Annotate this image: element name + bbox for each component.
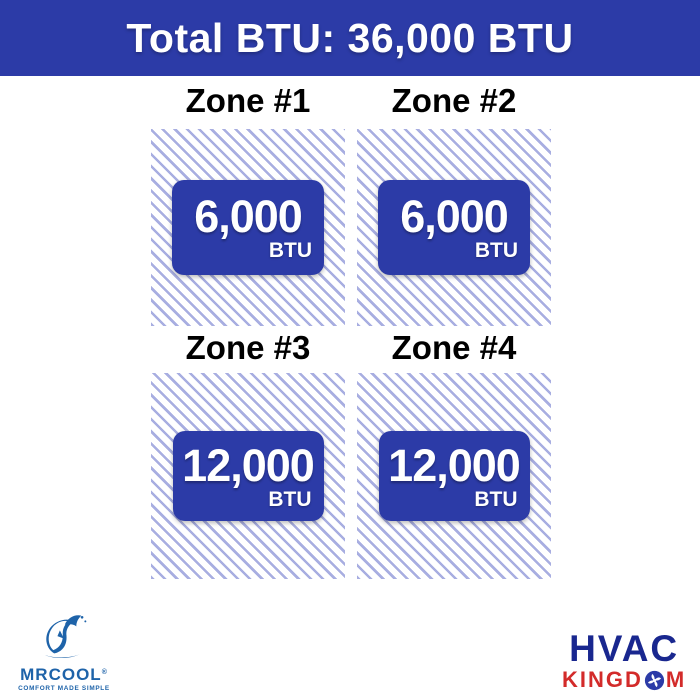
zone2-btu-unit: BTU [474, 239, 518, 262]
zone2-title: Zone #2 [391, 82, 517, 119]
zone2-hatch-area: 6,000 BTU [357, 129, 551, 326]
zone1-btu-value: 6,000 [194, 191, 303, 242]
zone4-btu-value: 12,000 [388, 439, 521, 491]
fan-icon [644, 670, 665, 690]
zone2-btu-value: 6,000 [400, 191, 509, 242]
mrcool-wordmark: MRCOOL® [20, 666, 108, 683]
zone1-btu-unit: BTU [268, 239, 312, 262]
hvac-text: HVAC [569, 628, 680, 669]
zone4-title: Zone #4 [391, 329, 517, 366]
zone3-btu-card: 12,000 BTU [172, 431, 324, 521]
mrcool-wordmark-text: MRCOOL [20, 665, 102, 684]
zone1-title: Zone #1 [185, 82, 311, 119]
zone3-btu-value: 12,000 [182, 439, 315, 491]
zone4-hatch-area: 12,000 BTU [357, 373, 551, 579]
zone4-btu-card: 12,000 BTU [378, 431, 530, 521]
header-banner: Total BTU: 36,000 BTU [0, 0, 700, 76]
page-title: Total BTU: 36,000 BTU [126, 14, 574, 61]
kingdom-text: KINGD M [562, 669, 686, 691]
registered-mark: ® [101, 669, 108, 676]
kingdom-text-right: M [665, 667, 687, 692]
zone1-btu-card: 6,000 BTU [172, 180, 324, 275]
zone3-btu-unit: BTU [268, 487, 312, 511]
zone3-hatch-area: 12,000 BTU [151, 373, 345, 579]
zone4-btu-unit: BTU [474, 487, 518, 511]
mrcool-logo: MRCOOL® COMFORT MADE SIMPLE [12, 614, 116, 692]
zone2-btu-card: 6,000 BTU [378, 180, 530, 275]
mrcool-tagline: COMFORT MADE SIMPLE [18, 685, 110, 692]
zone1-hatch-area: 6,000 BTU [151, 129, 345, 326]
hvac-kingdom-logo: HVAC KINGD M [562, 630, 686, 691]
penguin-icon [39, 614, 89, 665]
kingdom-text-left: KINGD [562, 667, 643, 692]
zone3-title: Zone #3 [185, 329, 311, 366]
